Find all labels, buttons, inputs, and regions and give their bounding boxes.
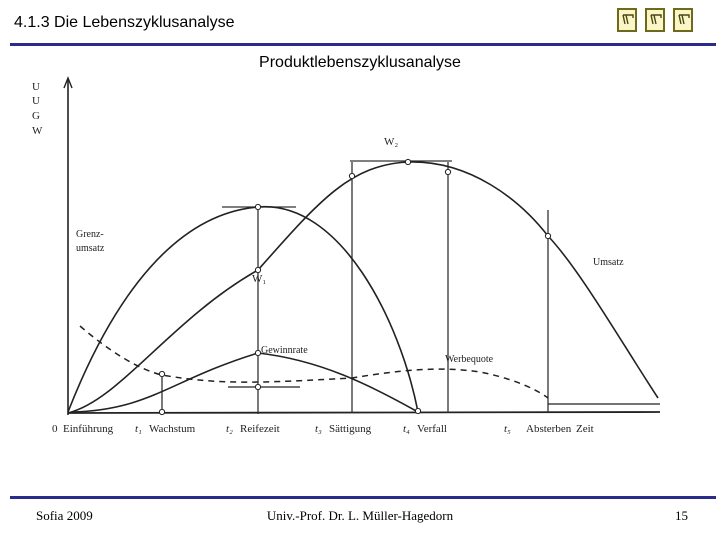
nav-first-icon[interactable] [617, 8, 637, 32]
slide-title: 4.1.3 Die Lebenszyklusanalyse [14, 14, 235, 31]
point-umsatz-t3b [444, 168, 452, 176]
x-label-t2: t₂ [226, 423, 233, 435]
lifecycle-diagram-svg: U U G W W₂ Grenz- umsatz W₁ Umsatz Gewin… [32, 76, 661, 435]
x-label-saettigung: Sättigung [329, 423, 372, 435]
y-label-4: W [32, 125, 43, 137]
x-label-wachstum: Wachstum [149, 423, 196, 435]
point-t4 [414, 407, 422, 415]
slide-subtitle: Produktlebenszyklusanalyse [259, 54, 461, 71]
y-axis-arrow [63, 76, 73, 89]
label-werbequote: Werbequote [445, 354, 494, 365]
footer-author: Univ.-Prof. Dr. L. Müller-Hagedorn [266, 508, 454, 523]
point-gewinnrate-level [254, 383, 262, 391]
point-umsatz-t5 [544, 232, 552, 240]
label-w2: W₂ [384, 136, 398, 148]
x-label-t4: t₄ [403, 423, 410, 435]
point-umsatz-peak [404, 158, 412, 166]
label-grenzumsatz-2: umsatz [76, 243, 105, 254]
y-label-3: G [32, 110, 40, 122]
label-umsatz: Umsatz [593, 257, 624, 268]
point-umsatz-t3 [348, 172, 356, 180]
x-label-absterben: Absterben [526, 423, 572, 435]
nav-icon-group [617, 8, 693, 32]
point-w1 [254, 266, 262, 274]
x-label-t5: t₅ [504, 423, 511, 435]
x-label-verfall: Verfall [417, 423, 447, 435]
x-label-einfuehrung: Einführung [63, 423, 114, 435]
label-w1: W₁ [252, 273, 266, 285]
point-t1 [158, 370, 166, 378]
footer-divider [10, 496, 716, 499]
nav-next-icon[interactable] [673, 8, 693, 32]
umsatz-curve [67, 161, 659, 414]
x-label-t1: t₁ [135, 423, 142, 435]
label-grenzumsatz-1: Grenz- [76, 229, 104, 240]
x-label-reifezeit: Reifezeit [240, 423, 280, 435]
point-t1-axis [158, 408, 166, 416]
x-label-zeit: Zeit [576, 423, 594, 435]
werbequote-curve [79, 325, 549, 399]
x-axis [67, 411, 661, 414]
x-label-t3: t₃ [315, 423, 322, 435]
label-gewinnrate: Gewinnrate [261, 345, 308, 356]
nav-prev-icon[interactable] [645, 8, 665, 32]
y-label-2: U [32, 95, 40, 107]
footer-location: Sofia 2009 [36, 508, 93, 523]
point-grenzumsatz-peak [254, 203, 262, 211]
x-label-origin: 0 [52, 423, 58, 435]
point-gewinnrate-peak [254, 349, 262, 357]
y-label-1: U [32, 81, 40, 93]
page-number: 15 [675, 508, 688, 523]
header-divider [10, 43, 716, 46]
lifecycle-diagram: U U G W W₂ Grenz- umsatz W₁ Umsatz Gewin… [20, 72, 720, 452]
